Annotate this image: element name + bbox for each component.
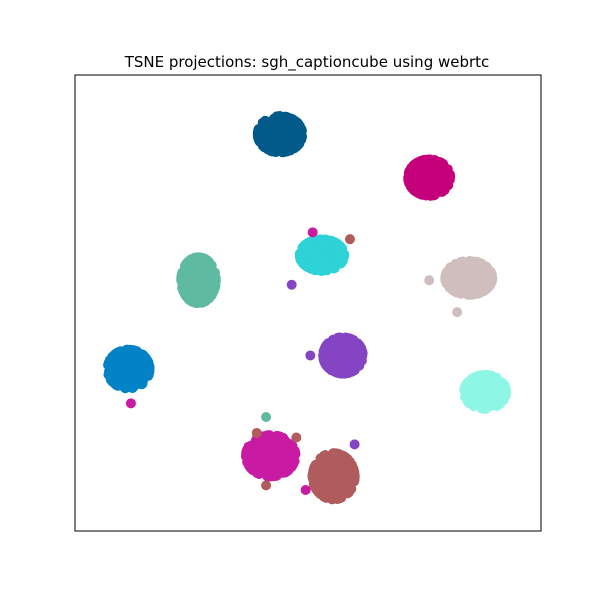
cluster-4-point bbox=[315, 255, 325, 265]
cluster-5-point bbox=[467, 257, 477, 267]
cluster-8-point bbox=[487, 374, 497, 384]
cluster-4-point bbox=[298, 258, 308, 268]
cluster-4-point bbox=[337, 249, 347, 259]
cluster-3-point bbox=[196, 271, 206, 281]
cluster-6-point bbox=[128, 345, 138, 355]
cluster-8-point bbox=[471, 392, 481, 402]
cluster-4-point bbox=[335, 241, 345, 251]
outlier-point bbox=[345, 234, 355, 244]
outlier-point bbox=[261, 480, 271, 490]
cluster-7-point bbox=[329, 365, 339, 375]
cluster-6-point bbox=[134, 365, 144, 375]
cluster-1-point bbox=[282, 112, 292, 122]
cluster-3-point bbox=[176, 272, 186, 282]
cluster-6-point bbox=[111, 356, 121, 366]
cluster-9-point bbox=[290, 456, 300, 466]
cluster-2-point bbox=[421, 156, 431, 166]
cluster-8-point bbox=[493, 382, 503, 392]
cluster-10-point bbox=[319, 492, 329, 502]
cluster-10-point bbox=[347, 460, 357, 470]
cluster-5-point bbox=[478, 266, 488, 276]
cluster-6-point bbox=[106, 375, 116, 385]
cluster-3-point bbox=[190, 286, 200, 296]
outlier-point bbox=[350, 439, 360, 449]
cluster-10-point bbox=[321, 471, 331, 481]
cluster-6-point bbox=[131, 376, 141, 386]
cluster-3-point bbox=[204, 259, 214, 269]
cluster-1-point bbox=[260, 126, 270, 136]
cluster-9-point bbox=[250, 446, 260, 456]
cluster-2-point bbox=[430, 162, 440, 172]
cluster-3-point bbox=[193, 258, 203, 268]
cluster-3-point bbox=[200, 288, 210, 298]
outlier-point bbox=[452, 307, 462, 317]
cluster-2-point bbox=[417, 182, 427, 192]
cluster-7-point bbox=[339, 363, 349, 373]
cluster-2-point bbox=[409, 160, 419, 170]
cluster-10-point bbox=[343, 470, 353, 480]
outlier-point bbox=[261, 412, 271, 422]
cluster-10-point bbox=[333, 476, 343, 486]
cluster-7-point bbox=[322, 340, 332, 350]
cluster-10-point bbox=[333, 494, 343, 504]
cluster-1-point bbox=[276, 124, 286, 134]
cluster-1-point bbox=[292, 118, 302, 128]
cluster-6-point bbox=[136, 352, 146, 362]
cluster-8-point bbox=[462, 384, 472, 394]
cluster-1-point bbox=[261, 136, 271, 146]
cluster-10-point bbox=[310, 473, 320, 483]
cluster-9-point bbox=[260, 446, 270, 456]
cluster-9-point bbox=[260, 461, 270, 471]
cluster-3-point bbox=[180, 263, 190, 273]
cluster-7-point bbox=[326, 352, 336, 362]
cluster-5-point bbox=[444, 281, 454, 291]
outlier-point bbox=[308, 227, 318, 237]
cluster-7-point bbox=[346, 348, 356, 358]
cluster-9-point bbox=[279, 445, 289, 455]
cluster-9-point bbox=[263, 430, 273, 440]
cluster-9-point bbox=[242, 446, 252, 456]
cluster-10-point bbox=[329, 462, 339, 472]
cluster-9-point bbox=[276, 433, 286, 443]
cluster-5-point bbox=[466, 273, 476, 283]
cluster-1-point bbox=[272, 111, 282, 121]
cluster-6-point bbox=[118, 349, 128, 359]
cluster-6-point bbox=[144, 367, 154, 377]
outlier-point bbox=[287, 280, 297, 290]
cluster-5-point bbox=[456, 289, 466, 299]
cluster-5-point bbox=[457, 279, 467, 289]
outlier-point bbox=[305, 350, 315, 360]
outlier-point bbox=[126, 398, 136, 408]
outlier-point bbox=[252, 428, 262, 438]
cluster-3-point bbox=[177, 283, 187, 293]
cluster-9-point bbox=[271, 457, 281, 467]
outlier-point bbox=[301, 485, 311, 495]
cluster-8-point bbox=[485, 395, 495, 405]
cluster-7-point bbox=[358, 348, 368, 358]
cluster-2-point bbox=[437, 186, 447, 196]
cluster-2-point bbox=[421, 172, 431, 182]
cluster-10-point bbox=[312, 461, 322, 471]
cluster-5-point bbox=[483, 282, 493, 292]
cluster-3-point bbox=[185, 295, 195, 305]
cluster-4-point bbox=[322, 238, 332, 248]
outlier-point bbox=[291, 433, 301, 443]
cluster-3-point bbox=[211, 273, 221, 283]
chart-title: TSNE projections: sgh_captioncube using … bbox=[124, 53, 490, 72]
cluster-2-point bbox=[407, 177, 417, 187]
outlier-point bbox=[424, 275, 434, 285]
cluster-2-point bbox=[437, 177, 447, 187]
cluster-1-point bbox=[266, 145, 276, 155]
cluster-9-point bbox=[252, 468, 262, 478]
cluster-8-point bbox=[467, 374, 477, 384]
cluster-1-point bbox=[292, 141, 302, 151]
cluster-5-point bbox=[449, 266, 459, 276]
cluster-10-point bbox=[343, 488, 353, 498]
cluster-1-point bbox=[276, 136, 286, 146]
